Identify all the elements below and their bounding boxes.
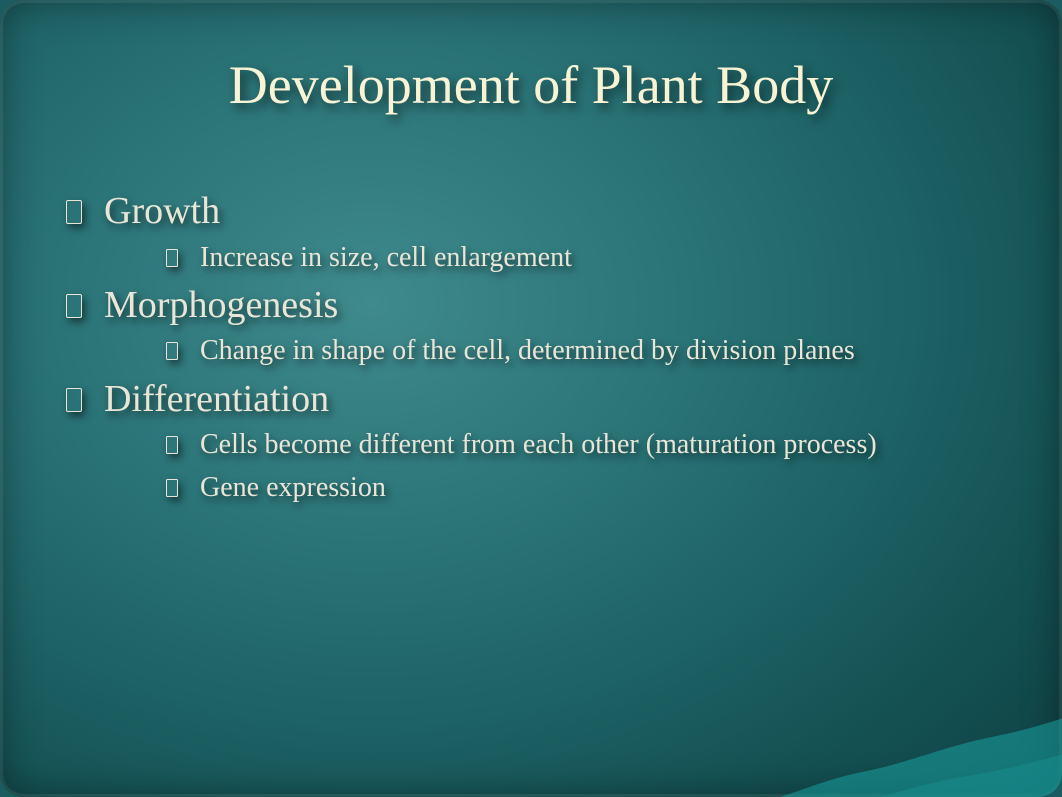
slide: Development of Plant Body Growth Increas… — [0, 0, 1062, 797]
slide-title: Development of Plant Body — [0, 54, 1062, 116]
bullet-l1: Growth — [60, 188, 982, 236]
bullet-l1: Differentiation — [60, 376, 982, 424]
bullet-l1: Morphogenesis — [60, 282, 982, 330]
bullet-l2: Increase in size, cell enlargement — [160, 240, 880, 276]
bullet-l2: Cells become different from each other (… — [160, 427, 880, 463]
corner-decor-icon — [602, 597, 1062, 797]
bullet-l2: Change in shape of the cell, determined … — [160, 333, 880, 369]
slide-content: Growth Increase in size, cell enlargemen… — [60, 188, 982, 512]
bullet-l2: Gene expression — [160, 470, 880, 506]
